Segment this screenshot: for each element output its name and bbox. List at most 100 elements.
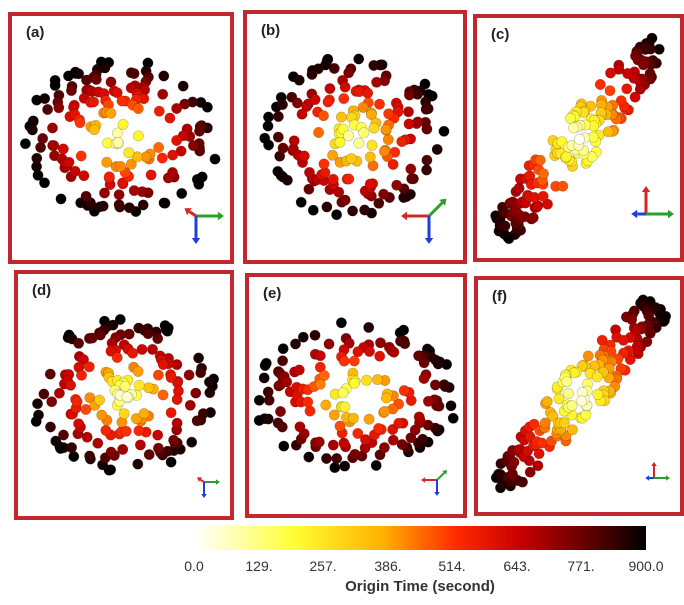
event-point <box>532 460 544 472</box>
event-point <box>258 372 270 384</box>
event-point <box>335 317 347 329</box>
event-point <box>116 95 128 107</box>
event-point <box>328 62 340 74</box>
event-point <box>359 204 371 216</box>
event-point <box>195 367 207 379</box>
panel-label: (b) <box>261 22 281 39</box>
event-point <box>438 125 450 137</box>
event-point <box>162 325 174 337</box>
panel-label: (e) <box>263 285 282 302</box>
event-point <box>132 458 144 470</box>
event-point <box>375 337 387 349</box>
event-point <box>309 94 321 106</box>
event-point <box>368 122 380 134</box>
event-point <box>105 464 117 476</box>
event-point <box>123 202 135 214</box>
event-point <box>420 103 432 115</box>
event-point <box>361 374 373 386</box>
event-point <box>165 407 177 419</box>
event-point <box>190 387 202 399</box>
event-point <box>304 405 316 417</box>
event-point <box>101 156 113 168</box>
event-point <box>534 154 546 166</box>
event-point <box>307 204 319 216</box>
event-point <box>42 104 54 116</box>
event-point <box>508 456 520 468</box>
event-point <box>421 164 433 176</box>
event-point <box>44 421 56 433</box>
event-point <box>111 127 123 139</box>
event-point <box>363 413 375 425</box>
event-point <box>339 194 351 206</box>
event-point <box>281 174 293 186</box>
event-point <box>44 368 56 380</box>
event-point <box>138 408 150 420</box>
event-point <box>57 143 69 155</box>
event-point <box>83 361 95 373</box>
event-point <box>278 440 290 452</box>
event-point <box>113 199 125 211</box>
event-point <box>536 437 548 449</box>
panel-c: (c) <box>473 14 684 262</box>
event-point <box>560 151 572 163</box>
colorbar-tick: 514. <box>438 558 466 574</box>
event-point <box>46 122 58 134</box>
event-point <box>288 135 300 147</box>
event-point <box>53 102 65 114</box>
event-point <box>403 118 415 130</box>
event-point <box>111 352 123 364</box>
event-point <box>71 396 83 408</box>
event-point <box>186 436 198 448</box>
event-point <box>114 313 126 325</box>
event-point <box>94 394 106 406</box>
event-point <box>364 178 376 190</box>
event-point <box>422 395 434 407</box>
event-point <box>352 427 364 439</box>
event-point <box>183 369 195 381</box>
event-point <box>629 91 641 103</box>
event-point <box>347 412 359 424</box>
event-point <box>153 142 165 154</box>
event-point <box>152 442 164 454</box>
event-point <box>80 403 92 415</box>
event-point <box>582 350 594 362</box>
event-point <box>447 412 459 424</box>
event-point <box>137 199 149 211</box>
event-point <box>364 345 376 357</box>
event-point <box>339 81 351 93</box>
event-point <box>132 365 144 377</box>
colorbar-gradient <box>194 526 646 550</box>
event-point <box>364 151 376 163</box>
event-point <box>605 67 617 79</box>
event-point <box>568 122 580 134</box>
event-point <box>320 399 332 411</box>
event-point <box>111 87 123 99</box>
event-point <box>321 453 333 465</box>
event-point <box>191 415 203 427</box>
event-point <box>301 100 313 112</box>
event-point <box>398 385 410 397</box>
event-point <box>622 67 634 79</box>
event-point <box>92 437 104 449</box>
axis-triad-icon <box>197 477 220 498</box>
event-point <box>374 98 386 110</box>
event-point <box>38 177 50 189</box>
event-point <box>31 152 43 164</box>
event-point <box>343 173 355 185</box>
event-point <box>157 389 169 401</box>
event-point <box>303 183 315 195</box>
event-point <box>561 376 573 388</box>
event-point <box>615 95 627 107</box>
panel-a: (a) <box>8 12 234 264</box>
event-scatter <box>30 313 220 498</box>
event-point <box>618 334 630 346</box>
event-point <box>204 387 216 399</box>
event-point <box>168 434 180 446</box>
event-point <box>86 332 98 344</box>
event-point <box>184 399 196 411</box>
event-point <box>97 200 109 212</box>
event-point <box>276 421 288 433</box>
axis-triad-icon <box>401 198 447 244</box>
event-point <box>259 132 271 144</box>
event-point <box>358 127 370 139</box>
